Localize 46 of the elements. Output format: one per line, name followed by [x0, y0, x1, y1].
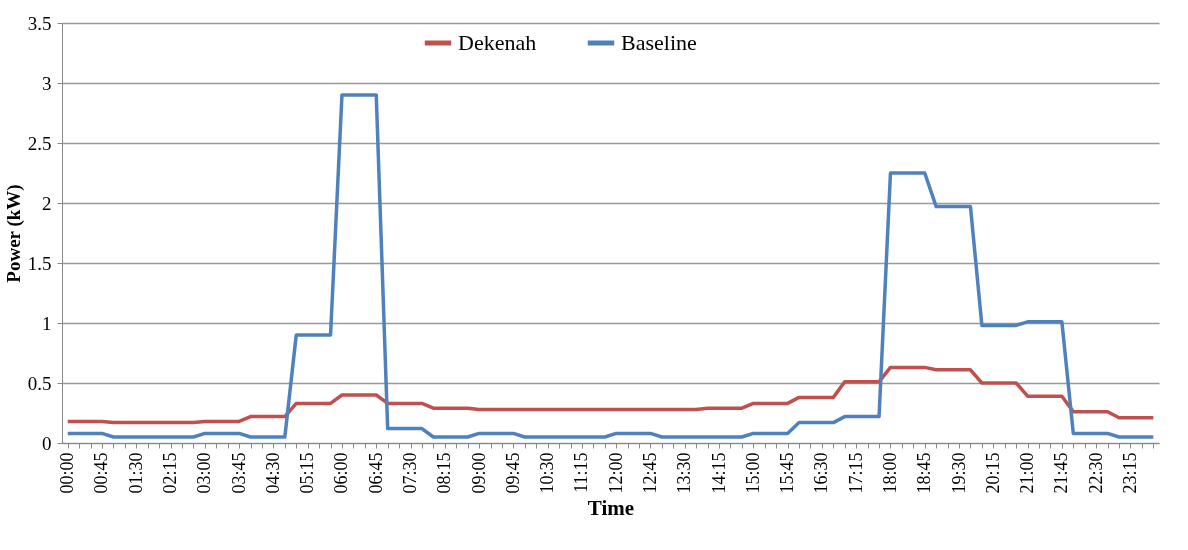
y-axis-title: Power (kW)	[2, 184, 25, 283]
x-tick-label: 01:30	[125, 452, 146, 494]
x-tick-label: 18:00	[879, 452, 900, 494]
x-tick-label: 00:00	[57, 452, 78, 494]
x-tick-label: 18:45	[914, 452, 935, 494]
x-tick-label: 04:30	[262, 452, 283, 494]
x-tick-label: 20:15	[982, 452, 1003, 494]
x-tick-label: 02:15	[160, 452, 181, 494]
x-tick-label: 03:45	[228, 452, 249, 494]
y-tick-label: 1	[42, 312, 52, 334]
x-tick-label: 10:30	[537, 452, 558, 494]
legend-label: Baseline	[621, 30, 697, 55]
x-tick-label: 05:15	[297, 452, 318, 494]
x-axis-title: Time	[587, 495, 635, 520]
y-tick-label: 1.5	[27, 252, 52, 274]
x-tick-label: 09:00	[468, 452, 489, 494]
x-tick-label: 06:00	[331, 452, 352, 494]
x-tick-label: 07:30	[400, 452, 421, 494]
x-tick-label: 21:45	[1051, 452, 1072, 494]
x-tick-label: 11:15	[571, 452, 592, 493]
x-tick-label: 03:00	[194, 452, 215, 494]
y-tick-label: 3.5	[27, 12, 52, 34]
x-tick-label: 14:15	[708, 452, 729, 494]
x-tick-label: 00:45	[91, 452, 112, 494]
x-tick-label: 17:15	[845, 452, 866, 494]
y-tick-label: 2.5	[27, 132, 52, 154]
y-tick-label: 0.5	[27, 372, 52, 394]
x-tick-label: 13:30	[674, 452, 695, 494]
x-tick-label: 16:30	[811, 452, 832, 494]
x-tick-label: 08:15	[434, 452, 455, 494]
x-tick-label: 22:30	[1085, 452, 1106, 494]
x-tick-label: 09:45	[502, 452, 523, 494]
x-tick-label: 21:00	[1017, 452, 1038, 494]
y-tick-label: 0	[42, 432, 52, 454]
x-tick-label: 15:45	[777, 452, 798, 494]
x-tick-label: 06:45	[365, 452, 386, 494]
x-tick-label: 23:15	[1119, 452, 1140, 494]
line-series	[65, 365, 1156, 425]
x-tick-label: 12:45	[639, 452, 660, 494]
x-tick-label: 15:00	[742, 452, 763, 494]
x-tick-label: 19:30	[948, 452, 969, 494]
x-tick-label: 12:00	[605, 452, 626, 494]
y-tick-label: 2	[42, 192, 52, 214]
y-tick-label: 3	[42, 72, 52, 94]
line-series	[65, 93, 1156, 439]
legend-label: Dekenah	[458, 30, 537, 55]
